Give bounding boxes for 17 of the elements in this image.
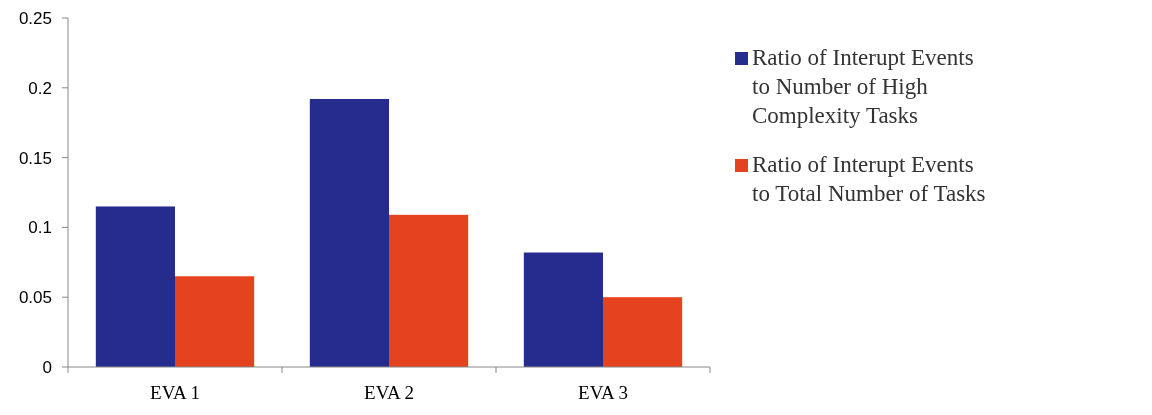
y-tick-label: 0.1 — [28, 218, 52, 238]
x-tick-label: EVA 2 — [364, 382, 414, 403]
y-tick-label: 0.15 — [18, 148, 52, 168]
bar — [95, 206, 175, 367]
bar — [309, 98, 389, 367]
bar — [389, 214, 469, 367]
bar — [603, 297, 683, 367]
legend-label: Ratio of Interupt Events to Number of High Complexity Tasks — [752, 45, 974, 128]
y-tick-label: 0.2 — [28, 78, 52, 98]
y-tick-label: 0.25 — [18, 8, 52, 28]
x-tick-label: EVA 1 — [150, 382, 200, 403]
y-tick-label: 0.05 — [18, 288, 52, 308]
y-tick-label: 0 — [42, 357, 52, 377]
bar — [523, 252, 603, 367]
bar — [175, 276, 255, 367]
x-tick-label: EVA 3 — [578, 382, 628, 403]
legend-label: Ratio of Interupt Events to Total Number of Tasks — [752, 152, 986, 206]
